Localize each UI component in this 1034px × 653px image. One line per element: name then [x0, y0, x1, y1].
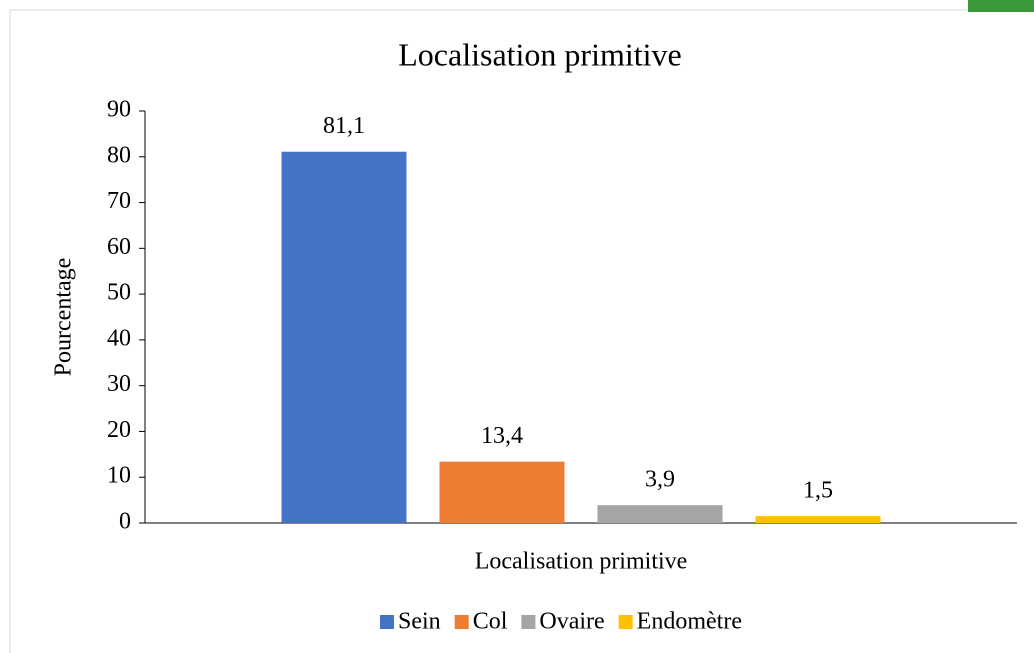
- value-label: 81,1: [323, 113, 365, 139]
- y-axis-title: Pourcentage: [51, 258, 77, 377]
- legend-label: Col: [473, 609, 508, 635]
- bar: [755, 516, 881, 523]
- y-tick-label: 80: [107, 142, 131, 168]
- value-label: 3,9: [645, 467, 675, 493]
- legend-label: Endomètre: [637, 609, 742, 635]
- chart-title: Localisation primitive: [398, 36, 681, 72]
- value-label: 13,4: [481, 423, 523, 449]
- legend-swatch: [454, 615, 469, 629]
- y-tick-label: 40: [107, 325, 131, 351]
- y-tick-label: 30: [107, 371, 131, 397]
- legend-swatch: [380, 615, 395, 629]
- corner-image: [968, 0, 1034, 12]
- chart-frame: [9, 9, 1034, 653]
- legend-swatch: [521, 615, 536, 629]
- y-tick-label: 20: [107, 417, 131, 443]
- y-tick-label: 50: [107, 280, 131, 306]
- value-label: 1,5: [803, 478, 833, 504]
- x-tick-label: Localisation primitive: [475, 549, 688, 575]
- y-tick-label: 10: [107, 463, 131, 489]
- y-tick-label: 60: [107, 234, 131, 260]
- y-tick-label: 90: [107, 97, 131, 123]
- y-tick-label: 0: [119, 509, 131, 535]
- bar: [281, 151, 407, 523]
- bar: [597, 505, 723, 523]
- legend-swatch: [618, 615, 633, 629]
- legend-label: Ovaire: [539, 609, 604, 635]
- bar: [439, 461, 565, 523]
- y-tick-label: 70: [107, 188, 131, 214]
- legend-label: Sein: [398, 609, 441, 635]
